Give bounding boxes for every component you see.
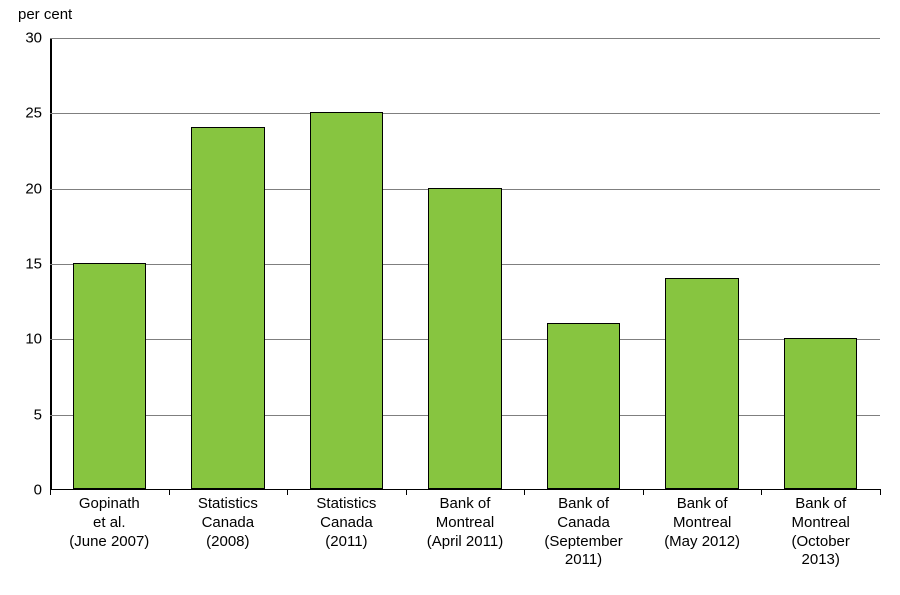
x-axis-label: Bank ofCanada(September2011): [524, 495, 643, 570]
y-tick-label: 30: [25, 30, 42, 47]
bar: [784, 338, 858, 489]
y-axis-title: per cent: [18, 6, 72, 23]
gridline: [50, 38, 880, 39]
y-tick-label: 5: [34, 406, 42, 423]
bar: [665, 278, 739, 489]
x-axis-label: Gopinathet al.(June 2007): [50, 495, 169, 551]
bar: [73, 263, 147, 489]
plot-area: 051015202530Gopinathet al.(June 2007)Sta…: [50, 38, 880, 490]
bar: [547, 323, 621, 489]
y-tick-label: 10: [25, 331, 42, 348]
chart-container: per cent 051015202530Gopinathet al.(June…: [0, 0, 900, 595]
bar: [310, 112, 384, 489]
x-axis-label: Bank ofMontreal(May 2012): [643, 495, 762, 551]
x-axis-label: StatisticsCanada(2008): [169, 495, 288, 551]
bar: [428, 188, 502, 489]
y-tick-label: 15: [25, 256, 42, 273]
x-axis-label: Bank ofMontreal(April 2011): [406, 495, 525, 551]
y-tick-label: 20: [25, 180, 42, 197]
y-tick-label: 0: [34, 482, 42, 499]
y-tick-label: 25: [25, 105, 42, 122]
x-tick: [880, 489, 881, 495]
gridline: [50, 113, 880, 114]
bar: [191, 127, 265, 489]
x-axis-label: Bank ofMontreal(October2013): [761, 495, 880, 570]
x-axis-label: StatisticsCanada(2011): [287, 495, 406, 551]
